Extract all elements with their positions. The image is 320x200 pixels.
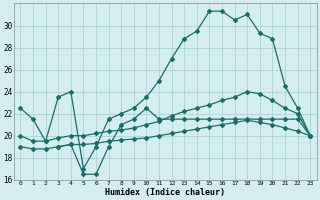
X-axis label: Humidex (Indice chaleur): Humidex (Indice chaleur) — [105, 188, 225, 197]
